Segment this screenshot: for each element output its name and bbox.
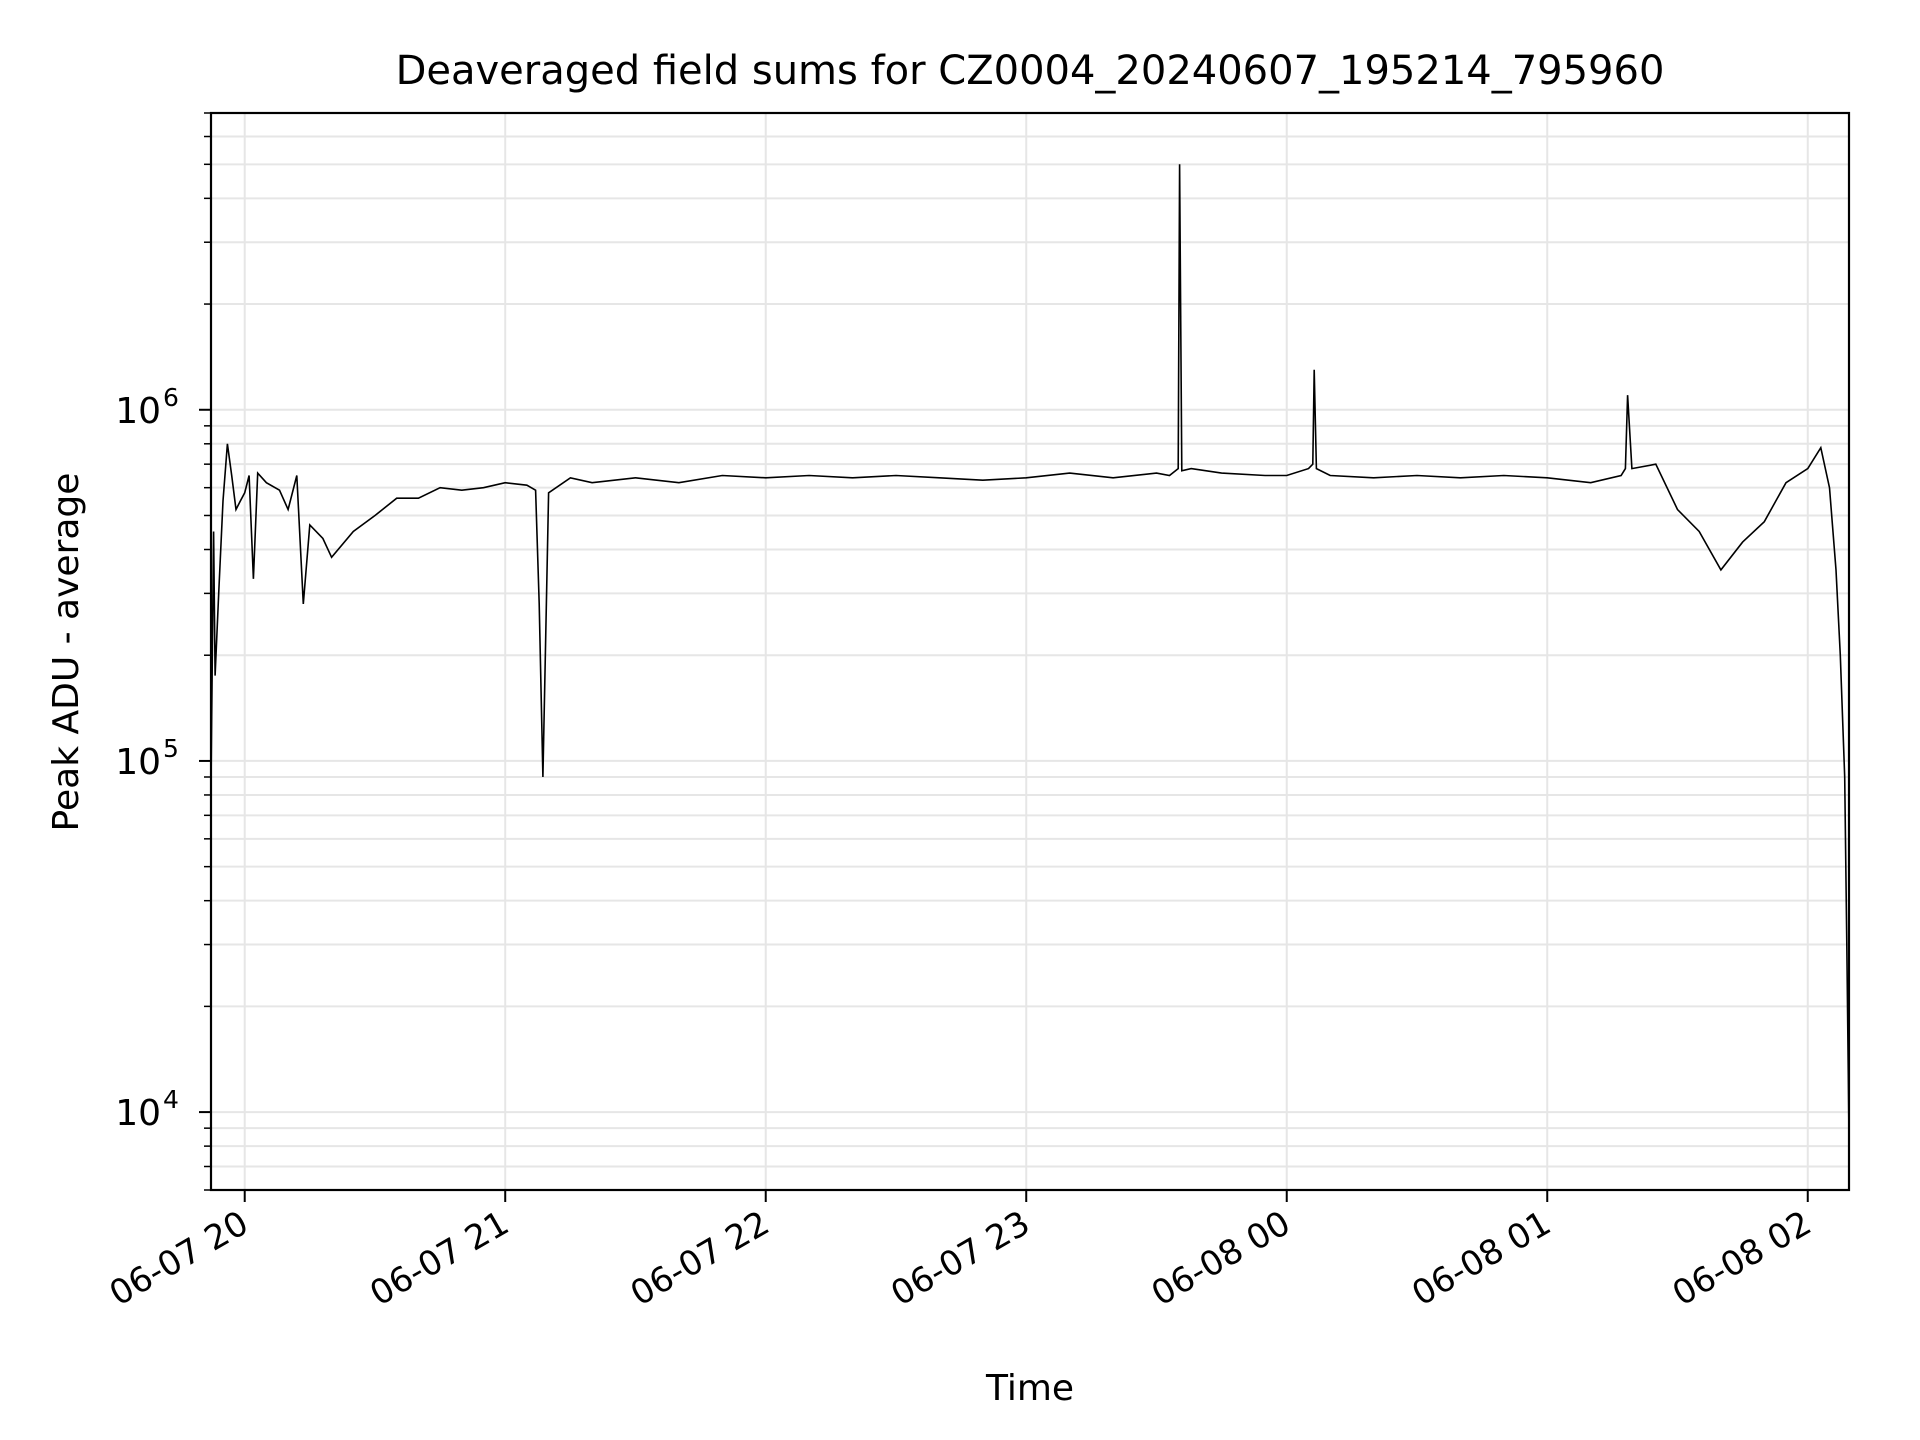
grid <box>211 112 1849 1191</box>
y-tick-base: 10 <box>115 742 161 783</box>
y-tick-base: 10 <box>115 1093 161 1134</box>
x-tick-label: 06-07 22 <box>624 1203 776 1314</box>
y-tick-label: 10 5 <box>115 734 179 783</box>
y-tick-exponent: 4 <box>163 1085 179 1114</box>
x-tick-label: 06-08 02 <box>1666 1203 1818 1314</box>
series-layer <box>210 164 1850 1137</box>
series-line <box>210 164 1850 1137</box>
x-tick-label: 06-07 23 <box>884 1203 1036 1314</box>
x-tick-label: 06-07 21 <box>363 1203 515 1314</box>
y-axis-label: Peak ADU - average <box>46 473 87 832</box>
plot-frame <box>209 111 1851 1192</box>
x-tick-label: 06-07 20 <box>103 1203 255 1314</box>
y-tick-base: 10 <box>115 391 161 432</box>
chart-title: Deaveraged field sums for CZ0004_2024060… <box>396 48 1665 94</box>
x-axis: 06-07 20 06-07 21 06-07 22 06-07 23 06-08 00… <box>103 1190 1818 1314</box>
x-axis-label: Time <box>985 1368 1074 1409</box>
x-tick-label: 06-08 00 <box>1145 1203 1297 1314</box>
x-tick-label: 06-08 01 <box>1405 1203 1557 1314</box>
y-tick-exponent: 5 <box>163 734 179 763</box>
y-tick-label: 10 4 <box>115 1085 179 1134</box>
y-tick-label: 10 6 <box>115 383 179 432</box>
y-tick-exponent: 6 <box>163 383 179 412</box>
